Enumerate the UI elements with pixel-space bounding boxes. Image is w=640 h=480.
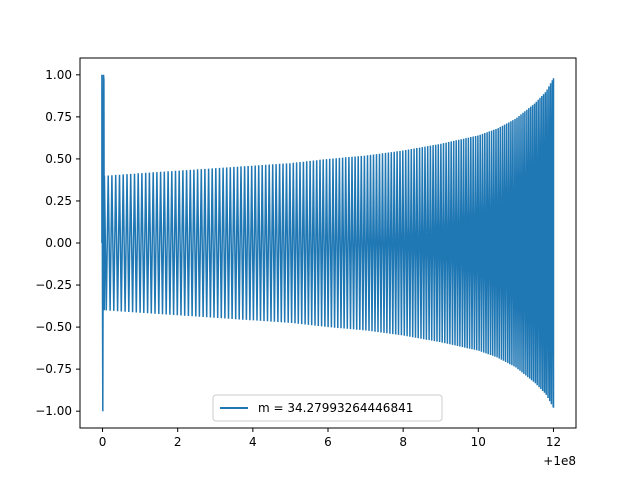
legend-box [212,394,443,422]
y-tick-label: 0.00 [45,236,72,250]
x-axis: 0 2 4 6 8 10 12 [99,428,561,449]
x-tick-label: 0 [99,435,107,449]
series-layer [101,74,555,412]
legend-label: m = 34.27993264446841 [258,401,413,415]
x-tick-label: 4 [249,435,257,449]
y-tick-label: −0.25 [35,278,72,292]
y-tick-label: −0.50 [35,320,72,334]
series-line [101,74,555,412]
y-tick-label: 0.75 [45,110,72,124]
y-tick-label: 0.25 [45,194,72,208]
x-tick-label: 8 [399,435,407,449]
legend: m = 34.27993264446841 [212,394,443,422]
x-tick-label: 2 [174,435,182,449]
y-tick-label: −1.00 [35,404,72,418]
y-tick-label: −0.75 [35,362,72,376]
y-axis: 1.00 0.75 0.50 0.25 0.00 −0.25 −0.50 −0.75 −1.00 [35,68,80,418]
x-tick-label: 10 [471,435,486,449]
x-tick-label: 12 [546,435,561,449]
x-axis-offset-label: +1e8 [543,454,576,468]
y-tick-label: 1.00 [45,68,72,82]
y-tick-label: 0.50 [45,152,72,166]
x-tick-label: 6 [324,435,332,449]
